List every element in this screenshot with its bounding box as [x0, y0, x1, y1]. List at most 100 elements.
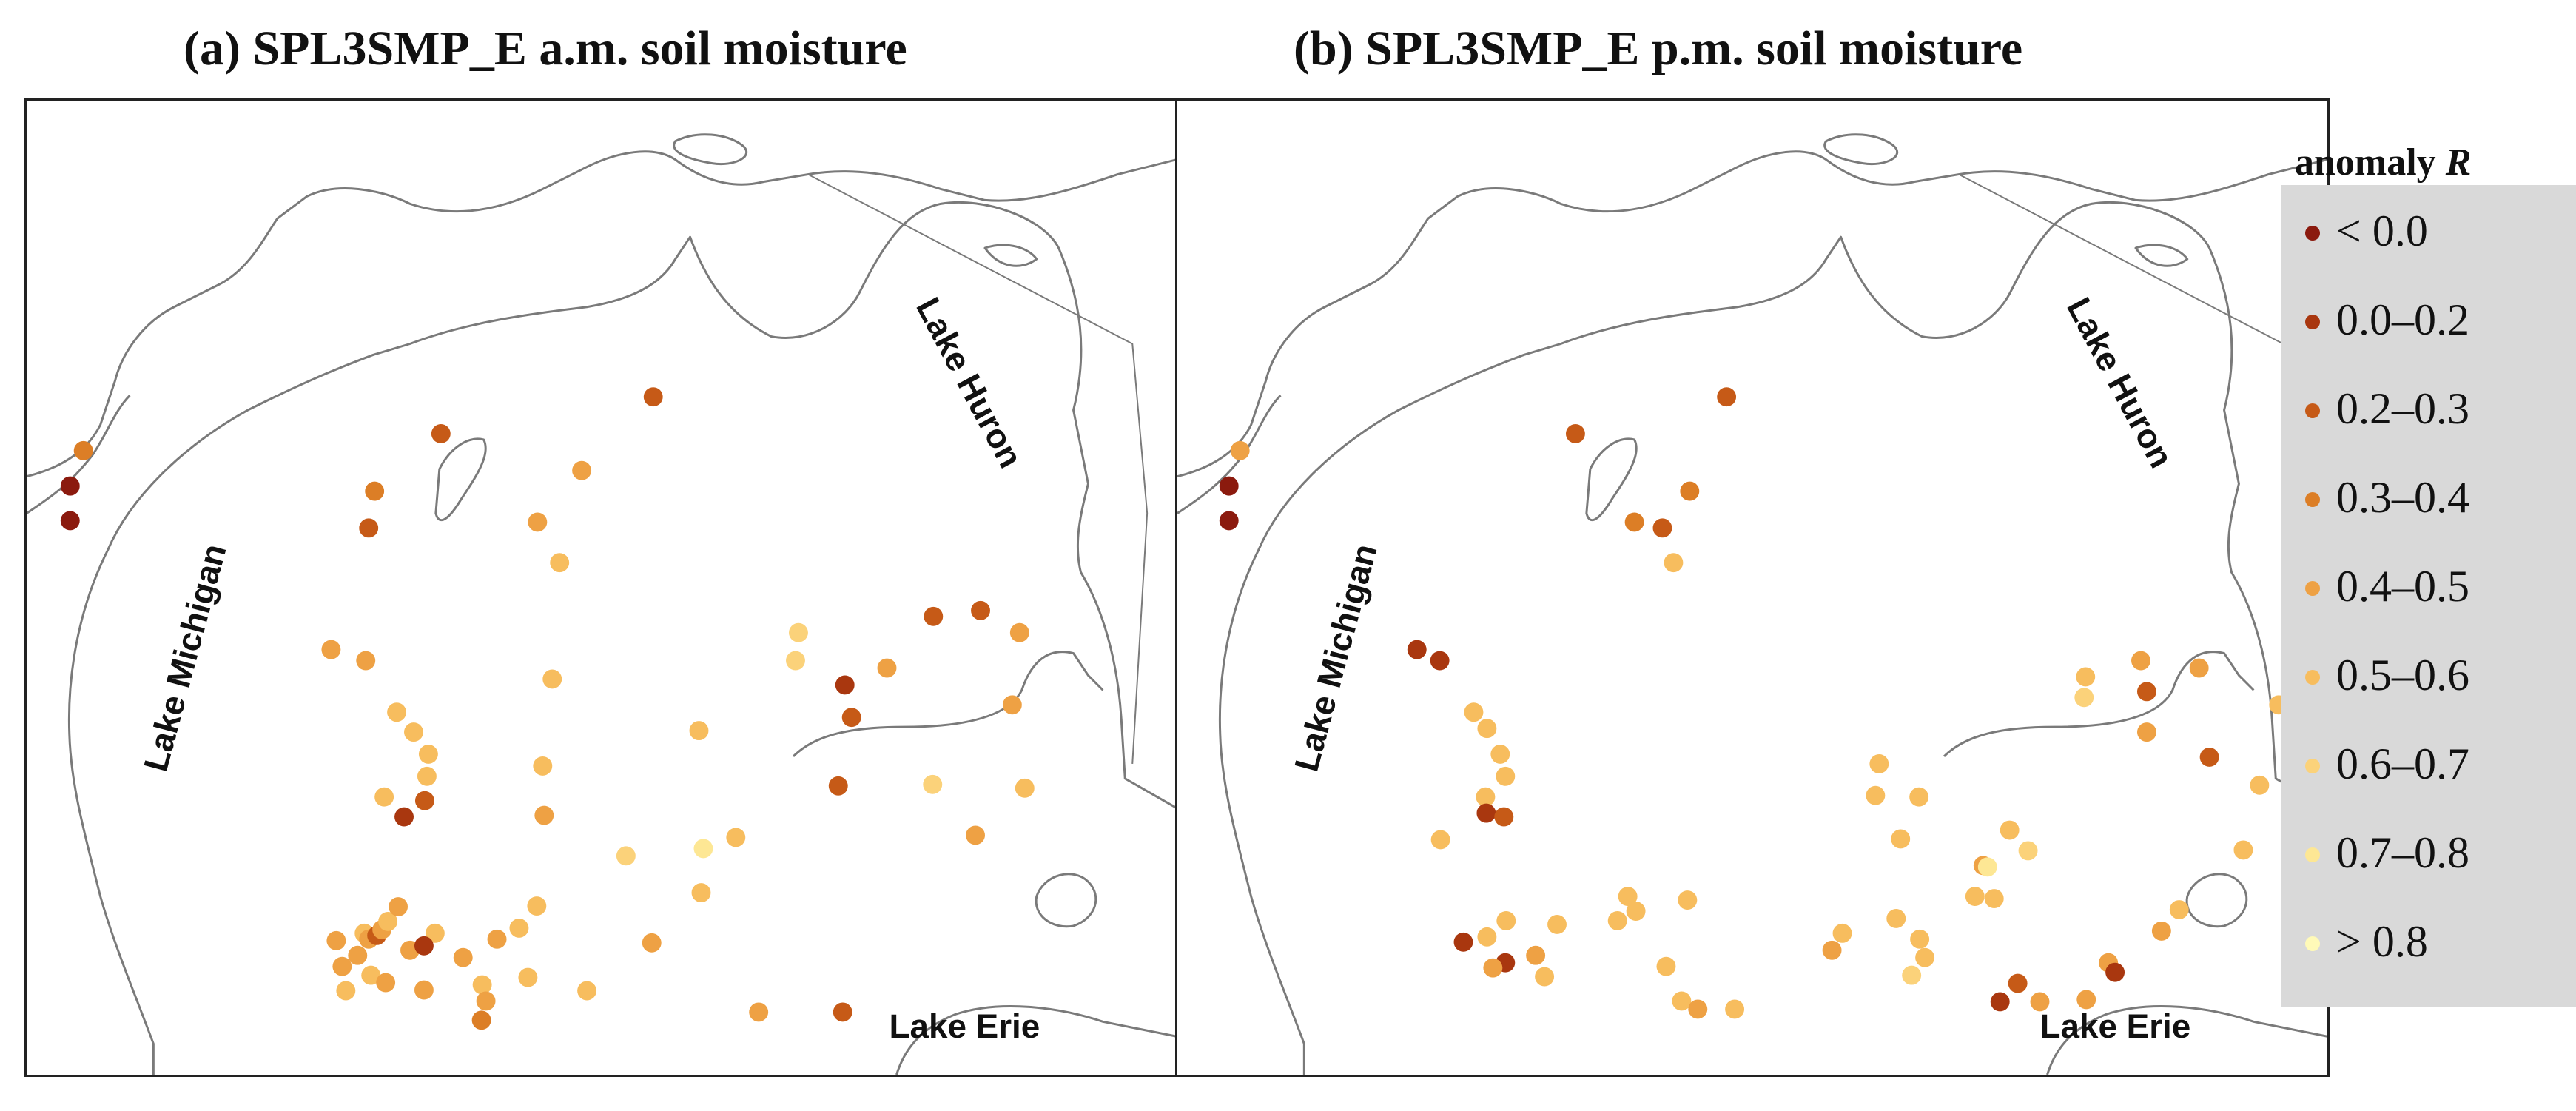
legend-item: 0.2–0.3 — [2281, 377, 2576, 444]
station-dot — [356, 651, 376, 671]
station-dot — [1688, 999, 1708, 1019]
station-dot — [1624, 512, 1644, 532]
legend-dot — [2305, 492, 2320, 507]
station-dot — [1526, 945, 1546, 965]
station-dot — [453, 947, 473, 967]
station-dot — [1607, 911, 1627, 930]
station-dot — [828, 776, 848, 796]
station-dot — [616, 846, 636, 866]
legend-item: > 0.8 — [2281, 910, 2576, 977]
station-dot — [60, 511, 80, 531]
michigan-coastline — [67, 201, 1177, 1075]
station-dot — [2076, 990, 2096, 1010]
station-dot — [1725, 999, 1745, 1019]
saginaw-bay-outline — [1943, 651, 2255, 758]
station-dot — [749, 1002, 769, 1022]
legend-dot — [2305, 759, 2320, 773]
legend-item: 0.0–0.2 — [2281, 289, 2576, 355]
station-dot — [789, 622, 808, 642]
station-dot — [418, 745, 438, 764]
border-line-huron — [807, 173, 1149, 764]
station-dot — [1672, 991, 1692, 1011]
station-dot — [1430, 830, 1450, 850]
station-dot — [2189, 658, 2209, 678]
map-svg-pm: Lake Michigan Lake Huron Lake Erie — [1177, 133, 2327, 1075]
legend-label: 0.0–0.2 — [2336, 295, 2469, 344]
legend-dot — [2305, 403, 2320, 418]
station-dot — [471, 1010, 491, 1030]
station-dot — [1496, 766, 1516, 786]
station-dot — [361, 965, 381, 985]
station-dot — [2136, 722, 2156, 742]
station-dot — [73, 440, 93, 460]
station-dot — [534, 805, 554, 825]
station-dot — [2136, 682, 2156, 702]
map-svg-am: Lake Michigan Lake Huron Lake Erie — [27, 133, 1177, 1075]
lake-erie-label: Lake Erie — [890, 1007, 1040, 1045]
border-line-huron — [1958, 173, 2299, 764]
station-dot — [2074, 688, 2094, 708]
station-dot — [1626, 902, 1646, 921]
station-dot — [877, 658, 897, 678]
lake-michigan-label: Lake Michigan — [137, 540, 234, 776]
upper-peninsula-coast — [1177, 150, 2327, 478]
legend-item: < 0.0 — [2281, 200, 2576, 266]
station-dot — [472, 975, 492, 995]
station-dot — [1652, 518, 1672, 538]
station-dot — [417, 766, 437, 786]
lake-st-clair — [2185, 873, 2248, 928]
station-dot — [359, 518, 379, 538]
legend-dot — [2305, 315, 2320, 329]
station-dot — [1477, 927, 1497, 947]
lake-erie-label: Lake Erie — [2040, 1007, 2191, 1045]
station-dot — [693, 839, 713, 859]
station-dot — [1910, 929, 1930, 949]
station-dot — [1483, 958, 1503, 978]
panel-a-title: (a) SPL3SMP_E a.m. soil moisture — [184, 21, 907, 75]
legend-item: 0.7–0.8 — [2281, 822, 2576, 888]
station-dot — [2151, 921, 2171, 941]
station-dot — [2233, 840, 2253, 860]
station-dot — [689, 721, 709, 741]
station-dot — [1990, 992, 2010, 1012]
station-dot — [2000, 820, 2020, 840]
station-dot — [1822, 940, 1842, 960]
legend-label: 0.4–0.5 — [2336, 562, 2469, 611]
station-dot — [1494, 807, 1514, 827]
legend-title-var: R — [2445, 141, 2472, 184]
legend-title: anomaly R — [2295, 141, 2471, 184]
station-dot — [1902, 965, 1922, 985]
station-dot — [923, 774, 943, 794]
station-dot — [841, 708, 861, 728]
lake-huron-label: Lake Huron — [909, 292, 1029, 474]
station-dot — [487, 929, 507, 949]
legend-dot — [2305, 226, 2320, 241]
station-dot — [643, 387, 663, 407]
lake-erie-shore — [895, 1005, 1177, 1075]
station-dot — [365, 481, 385, 501]
station-dot — [404, 722, 423, 742]
island-coast-1 — [1823, 133, 1899, 166]
michigan-coastline — [1218, 201, 2327, 1075]
station-dot — [425, 923, 445, 943]
station-dot — [509, 918, 529, 938]
station-dot — [550, 553, 570, 573]
station-dot — [528, 512, 548, 532]
map-panel-pm: Lake Michigan Lake Huron Lake Erie — [1175, 98, 2330, 1077]
station-dot — [1891, 829, 1911, 849]
station-dot — [2008, 973, 2028, 993]
station-dot — [1618, 887, 1638, 907]
station-dot — [1656, 956, 1676, 976]
upper-peninsula-coast — [27, 150, 1177, 478]
station-dot — [1565, 424, 1585, 443]
station-dot — [1909, 787, 1929, 807]
station-dot — [1002, 695, 1022, 715]
station-dot — [1977, 857, 1997, 877]
station-dot — [1535, 967, 1555, 987]
legend: < 0.0 0.0–0.2 0.2–0.3 0.3–0.4 0.4–0.5 0.5–0.6… — [2281, 185, 2576, 1007]
legend-item: 0.5–0.6 — [2281, 644, 2576, 711]
station-dot — [2076, 667, 2096, 687]
legend-dot — [2305, 581, 2320, 596]
station-dot — [2250, 775, 2270, 795]
station-dot — [691, 883, 711, 903]
